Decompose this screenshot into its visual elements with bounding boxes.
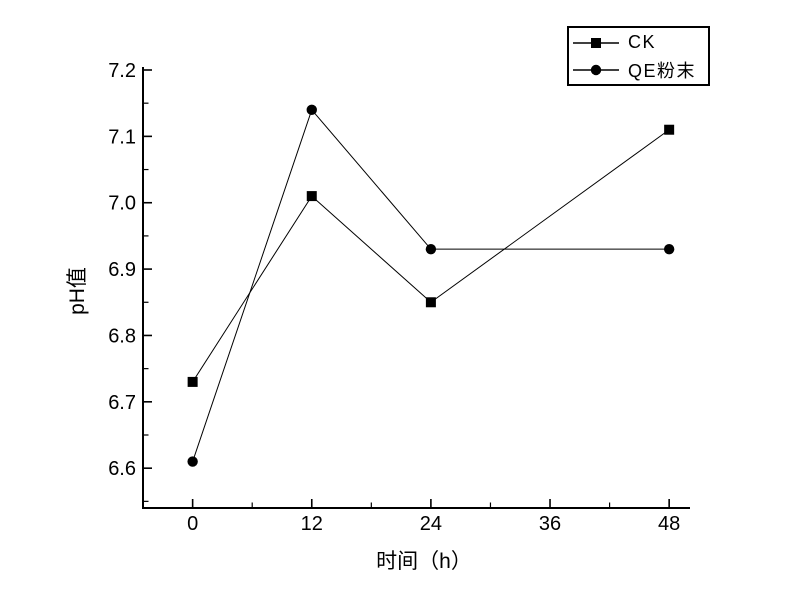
y-tick-label: 7.2 <box>108 60 136 82</box>
x-tick-label: 36 <box>539 513 561 535</box>
series-line-1 <box>192 108 670 462</box>
x-tick-label: 0 <box>187 513 198 535</box>
series-line-0 <box>192 129 670 383</box>
data-point-circle <box>306 104 317 116</box>
legend: CK QE粉末 <box>567 26 710 86</box>
x-tick-label: 48 <box>658 513 680 535</box>
legend-label: QE粉末 <box>628 60 697 81</box>
legend-square-marker-icon <box>573 37 619 48</box>
legend-circle-marker-icon <box>573 64 619 75</box>
data-point-square <box>664 124 675 135</box>
legend-item: CK <box>572 30 708 55</box>
y-tick-label: 7.0 <box>108 193 136 215</box>
y-tick-label: 6.9 <box>108 259 136 281</box>
y-tick-label: 6.6 <box>108 458 136 480</box>
legend-label: CK <box>628 32 657 52</box>
data-point-square <box>425 297 436 308</box>
data-point-square <box>306 191 317 202</box>
y-axis-title: pH值 <box>66 267 89 315</box>
y-tick-label: 7.1 <box>108 126 136 148</box>
y-tick-label: 6.7 <box>108 392 136 414</box>
x-tick-label: 12 <box>301 513 323 535</box>
x-tick-label: 24 <box>420 513 442 535</box>
legend-item: QE粉末 <box>572 57 708 82</box>
data-point-circle <box>187 456 198 467</box>
data-point-circle <box>425 243 437 255</box>
data-point-circle <box>663 243 675 255</box>
x-axis-title: 时间（h） <box>376 550 472 573</box>
data-point-square <box>187 376 198 387</box>
y-tick-label: 6.8 <box>108 325 136 347</box>
